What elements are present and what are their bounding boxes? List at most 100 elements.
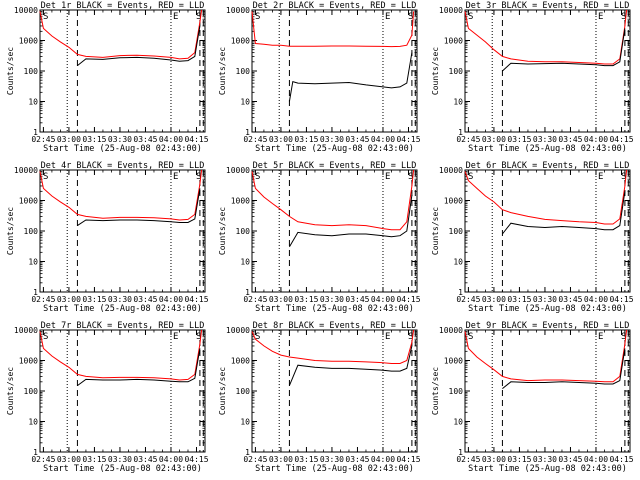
plot-frame bbox=[251, 9, 418, 133]
x-tick-label: 04:00 bbox=[159, 135, 183, 144]
y-axis-label: Counts/sec bbox=[218, 47, 227, 95]
x-tick-label: 03:30 bbox=[533, 295, 557, 304]
marker-letter: S bbox=[468, 332, 473, 342]
y-axis-label: Counts/sec bbox=[6, 367, 15, 415]
y-tick-label: 1 bbox=[458, 448, 463, 457]
x-tick-label: 03:00 bbox=[57, 455, 81, 464]
events-series-line bbox=[77, 188, 201, 227]
y-tick-label: 1 bbox=[245, 288, 250, 297]
x-tick-label: 03:45 bbox=[133, 135, 157, 144]
x-tick-label: 04:15 bbox=[396, 455, 420, 464]
x-tick-label: 03:30 bbox=[320, 455, 344, 464]
panel-1: Det 1r BLACK = Events, RED = LLD 1 10 100 10… bbox=[6, 1, 209, 154]
marker-letter: S bbox=[196, 12, 201, 22]
lld-series-line bbox=[39, 329, 203, 381]
y-tick-label: 10000 bbox=[439, 326, 463, 335]
x-tick-label: 03:30 bbox=[320, 295, 344, 304]
y-tick-label: 100 bbox=[449, 227, 464, 236]
x-tick-label: 03:45 bbox=[133, 455, 157, 464]
y-tick-label: 100 bbox=[236, 67, 251, 76]
plot-frame bbox=[39, 329, 206, 453]
x-tick-label: 04:00 bbox=[371, 455, 395, 464]
x-tick-label: 04:00 bbox=[159, 295, 183, 304]
y-axis-label: Counts/sec bbox=[431, 207, 440, 255]
y-tick-label: 10 bbox=[453, 98, 463, 107]
x-tick-label: 03:00 bbox=[482, 455, 506, 464]
x-tick-label: 03:30 bbox=[320, 135, 344, 144]
marker-letter: E bbox=[598, 12, 603, 22]
marker-letter: E bbox=[385, 332, 390, 342]
x-tick-label: 03:15 bbox=[82, 455, 106, 464]
x-tick-label: 02:45 bbox=[31, 455, 55, 464]
y-tick-label: 100 bbox=[449, 387, 464, 396]
marker-letter: S bbox=[408, 12, 413, 22]
marker-letter: E bbox=[598, 332, 603, 342]
x-tick-label: 04:00 bbox=[371, 135, 395, 144]
marker-letter: S bbox=[43, 172, 48, 182]
x-axis-label: Start Time (25-Aug-08 02:43:00) bbox=[468, 304, 627, 314]
panel-9: Det 9r BLACK = Events, RED = LLD 1 10 100 10… bbox=[431, 321, 634, 474]
x-axis-label: Start Time (25-Aug-08 02:43:00) bbox=[468, 464, 627, 474]
x-axis-label: Start Time (25-Aug-08 02:43:00) bbox=[43, 304, 202, 314]
plot-frame bbox=[464, 169, 631, 293]
x-tick-label: 03:15 bbox=[507, 135, 531, 144]
marker-letter: S bbox=[468, 172, 473, 182]
events-series-line bbox=[288, 52, 413, 102]
y-tick-label: 100 bbox=[236, 227, 251, 236]
panel-title: Det 9r BLACK = Events, RED = LLD bbox=[466, 321, 630, 331]
marker-letter: S bbox=[43, 12, 48, 22]
panel-7: Det 7r BLACK = Events, RED = LLD 1 10 100 10… bbox=[6, 321, 209, 474]
marker-letter: S bbox=[43, 332, 48, 342]
events-series-line bbox=[77, 348, 201, 387]
y-tick-label: 10000 bbox=[226, 166, 250, 175]
panel-title: Det 8r BLACK = Events, RED = LLD bbox=[253, 321, 417, 331]
y-tick-label: 1000 bbox=[444, 197, 463, 206]
x-tick-label: 04:15 bbox=[396, 295, 420, 304]
plot-frame bbox=[251, 329, 418, 453]
y-tick-label: 1000 bbox=[444, 357, 463, 366]
panel-8: Det 8r BLACK = Events, RED = LLD 1 10 100 10… bbox=[218, 321, 421, 474]
y-tick-label: 10 bbox=[28, 258, 38, 267]
y-tick-label: 1 bbox=[458, 128, 463, 137]
x-axis-label: Start Time (25-Aug-08 02:43:00) bbox=[255, 464, 414, 474]
y-tick-label: 1000 bbox=[444, 37, 463, 46]
marker-letter: S bbox=[255, 332, 260, 342]
x-tick-label: 02:45 bbox=[456, 295, 480, 304]
y-tick-label: 1000 bbox=[19, 197, 38, 206]
marker-letter: E bbox=[385, 172, 390, 182]
x-tick-label: 03:15 bbox=[507, 295, 531, 304]
y-tick-label: 1000 bbox=[231, 197, 250, 206]
x-tick-label: 03:45 bbox=[558, 455, 582, 464]
y-tick-label: 1000 bbox=[231, 357, 250, 366]
y-tick-label: 10000 bbox=[226, 6, 250, 15]
y-tick-label: 10000 bbox=[14, 326, 38, 335]
lld-series-line bbox=[39, 9, 203, 60]
x-tick-label: 03:45 bbox=[345, 455, 369, 464]
marker-letter: S bbox=[621, 12, 626, 22]
x-tick-label: 04:15 bbox=[184, 455, 208, 464]
y-tick-label: 1 bbox=[33, 448, 38, 457]
x-tick-label: 03:30 bbox=[108, 135, 132, 144]
events-series-line bbox=[502, 191, 626, 235]
x-tick-label: 04:00 bbox=[584, 135, 608, 144]
x-tick-label: 02:45 bbox=[31, 295, 55, 304]
x-tick-label: 03:00 bbox=[269, 455, 293, 464]
marker-letter: E bbox=[173, 12, 178, 22]
x-tick-label: 03:45 bbox=[345, 135, 369, 144]
panel-2: Det 2r BLACK = Events, RED = LLD 1 10 100 10… bbox=[218, 1, 421, 154]
y-tick-label: 1 bbox=[458, 288, 463, 297]
y-tick-label: 1000 bbox=[231, 37, 250, 46]
y-tick-label: 1 bbox=[33, 288, 38, 297]
x-tick-label: 02:45 bbox=[243, 295, 267, 304]
y-tick-label: 10 bbox=[240, 258, 250, 267]
events-series-line bbox=[502, 348, 626, 389]
x-tick-label: 03:45 bbox=[558, 295, 582, 304]
x-tick-label: 04:00 bbox=[159, 455, 183, 464]
lld-series-line bbox=[464, 329, 628, 383]
x-tick-label: 04:00 bbox=[371, 295, 395, 304]
events-series-line bbox=[288, 345, 413, 386]
y-tick-label: 10000 bbox=[226, 326, 250, 335]
y-axis-label: Counts/sec bbox=[6, 207, 15, 255]
y-tick-label: 10000 bbox=[439, 166, 463, 175]
